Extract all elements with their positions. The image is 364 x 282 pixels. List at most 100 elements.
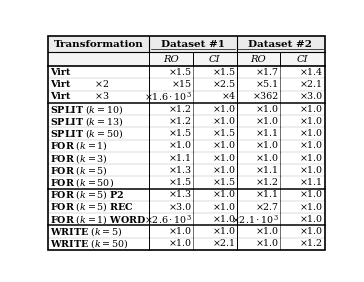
Bar <box>48 103 325 115</box>
Text: ×1.1: ×1.1 <box>256 129 279 138</box>
Text: ×1.0: ×1.0 <box>256 239 279 248</box>
Bar <box>48 115 325 127</box>
Text: ×1.0: ×1.0 <box>256 227 279 236</box>
Bar <box>48 225 325 238</box>
Text: ×1.0: ×1.0 <box>213 117 236 126</box>
Text: $\mathbf{FOR}\ (\mathit{k}=5)\ \mathbf{REC}$: $\mathbf{FOR}\ (\mathit{k}=5)\ \mathbf{R… <box>50 201 134 213</box>
Text: $\times2.6\cdot 10^{3}$: $\times2.6\cdot 10^{3}$ <box>144 213 192 226</box>
Text: ×1.1: ×1.1 <box>256 190 279 199</box>
Text: ×1.0: ×1.0 <box>300 227 323 236</box>
Text: $\times1.6\cdot 10^{3}$: $\times1.6\cdot 10^{3}$ <box>144 91 192 103</box>
Bar <box>48 91 325 103</box>
Bar <box>48 164 325 177</box>
Bar <box>48 238 325 250</box>
Text: Virt: Virt <box>50 68 71 77</box>
Text: ×1.0: ×1.0 <box>169 227 192 236</box>
Text: ×1.0: ×1.0 <box>213 202 236 212</box>
Text: $\mathbf{WRITE}\ (\mathit{k}=5)$: $\mathbf{WRITE}\ (\mathit{k}=5)$ <box>50 225 123 238</box>
Text: ×1.0: ×1.0 <box>300 129 323 138</box>
Text: Virt: Virt <box>50 80 71 89</box>
Text: RO: RO <box>250 55 266 64</box>
Bar <box>48 201 325 213</box>
Text: ×3: ×3 <box>92 92 110 101</box>
Text: ×1.2: ×1.2 <box>300 239 323 248</box>
Bar <box>48 152 325 164</box>
Text: $\mathbf{FOR}\ (\mathit{k}=1)$: $\mathbf{FOR}\ (\mathit{k}=1)$ <box>50 139 108 152</box>
Text: ×5.1: ×5.1 <box>256 80 279 89</box>
Text: ×1.0: ×1.0 <box>256 153 279 162</box>
Text: $\times2.1\cdot 10^{3}$: $\times2.1\cdot 10^{3}$ <box>231 213 279 226</box>
Text: ×1.4: ×1.4 <box>300 68 323 77</box>
Text: ×1.3: ×1.3 <box>169 190 192 199</box>
Text: ×1.5: ×1.5 <box>169 178 192 187</box>
Bar <box>48 66 325 78</box>
Bar <box>48 52 325 66</box>
Text: ×1.2: ×1.2 <box>169 105 192 114</box>
Text: ×1.0: ×1.0 <box>300 141 323 150</box>
Bar <box>48 36 325 52</box>
Text: ×1.0: ×1.0 <box>300 215 323 224</box>
Text: RO: RO <box>163 55 179 64</box>
Text: ×1.0: ×1.0 <box>300 153 323 162</box>
Text: Dataset #2: Dataset #2 <box>248 39 312 49</box>
Text: ×1.0: ×1.0 <box>300 117 323 126</box>
Text: ×2.5: ×2.5 <box>212 80 236 89</box>
Text: ×1.5: ×1.5 <box>169 129 192 138</box>
Text: ×1.0: ×1.0 <box>256 117 279 126</box>
Text: ×1.0: ×1.0 <box>213 105 236 114</box>
Text: ×2.1: ×2.1 <box>300 80 323 89</box>
Text: ×1.0: ×1.0 <box>300 202 323 212</box>
Text: ×2: ×2 <box>92 80 110 89</box>
Text: ×1.0: ×1.0 <box>300 166 323 175</box>
Text: Dataset #1: Dataset #1 <box>161 39 225 49</box>
Bar <box>48 213 325 225</box>
Bar <box>48 78 325 91</box>
Text: ×1.0: ×1.0 <box>213 141 236 150</box>
Text: $\mathbf{WRITE}\ (\mathit{k}=50)$: $\mathbf{WRITE}\ (\mathit{k}=50)$ <box>50 237 129 250</box>
Text: $\mathbf{FOR}\ (\mathit{k}=50)$: $\mathbf{FOR}\ (\mathit{k}=50)$ <box>50 176 114 189</box>
Text: ×1.0: ×1.0 <box>300 105 323 114</box>
Bar <box>48 127 325 140</box>
Text: ×1.0: ×1.0 <box>169 239 192 248</box>
Text: $\mathbf{SPLIT}\ (\mathit{k}=50)$: $\mathbf{SPLIT}\ (\mathit{k}=50)$ <box>50 127 124 140</box>
Text: $\mathbf{FOR}\ (\mathit{k}=5)\ \mathbf{P2}$: $\mathbf{FOR}\ (\mathit{k}=5)\ \mathbf{P… <box>50 188 125 201</box>
Text: ×1.2: ×1.2 <box>256 178 279 187</box>
Bar <box>48 189 325 201</box>
Text: ×4: ×4 <box>221 92 236 101</box>
Text: CI: CI <box>296 55 308 64</box>
Text: ×1.0: ×1.0 <box>213 166 236 175</box>
Text: ×1.5: ×1.5 <box>212 178 236 187</box>
Text: ×3.0: ×3.0 <box>169 202 192 212</box>
Text: ×1.0: ×1.0 <box>213 190 236 199</box>
Text: ×1.0: ×1.0 <box>213 215 236 224</box>
Text: $\mathbf{FOR}\ (\mathit{k}=5)$: $\mathbf{FOR}\ (\mathit{k}=5)$ <box>50 164 108 177</box>
Text: $\mathbf{SPLIT}\ (\mathit{k}=10)$: $\mathbf{SPLIT}\ (\mathit{k}=10)$ <box>50 103 124 116</box>
Text: $\mathbf{SPLIT}\ (\mathit{k}=13)$: $\mathbf{SPLIT}\ (\mathit{k}=13)$ <box>50 115 124 128</box>
Text: ×1.5: ×1.5 <box>212 68 236 77</box>
Text: $\mathbf{FOR}\ (\mathit{k}=1)\ \mathbf{WORD}$: $\mathbf{FOR}\ (\mathit{k}=1)\ \mathbf{W… <box>50 213 147 226</box>
Text: ×1.5: ×1.5 <box>169 68 192 77</box>
Bar <box>48 177 325 189</box>
Text: $\mathbf{FOR}\ (\mathit{k}=3)$: $\mathbf{FOR}\ (\mathit{k}=3)$ <box>50 152 108 164</box>
Text: ×3.0: ×3.0 <box>300 92 323 101</box>
Text: ×1.0: ×1.0 <box>213 227 236 236</box>
Text: ×2.1: ×2.1 <box>213 239 236 248</box>
Text: ×1.0: ×1.0 <box>256 105 279 114</box>
Text: ×1.5: ×1.5 <box>212 129 236 138</box>
Text: ×362: ×362 <box>253 92 279 101</box>
Text: ×1.7: ×1.7 <box>256 68 279 77</box>
Text: ×1.2: ×1.2 <box>169 117 192 126</box>
Text: CI: CI <box>209 55 221 64</box>
Text: ×1.3: ×1.3 <box>169 166 192 175</box>
Text: ×1.1: ×1.1 <box>300 178 323 187</box>
Text: ×1.0: ×1.0 <box>256 141 279 150</box>
Text: Transformation: Transformation <box>54 39 144 49</box>
Text: ×1.0: ×1.0 <box>300 190 323 199</box>
Text: ×2.7: ×2.7 <box>256 202 279 212</box>
Text: ×1.0: ×1.0 <box>169 141 192 150</box>
Text: ×1.1: ×1.1 <box>169 153 192 162</box>
Text: ×1.1: ×1.1 <box>256 166 279 175</box>
Bar <box>48 140 325 152</box>
Text: ×15: ×15 <box>172 80 192 89</box>
Text: ×1.0: ×1.0 <box>213 153 236 162</box>
